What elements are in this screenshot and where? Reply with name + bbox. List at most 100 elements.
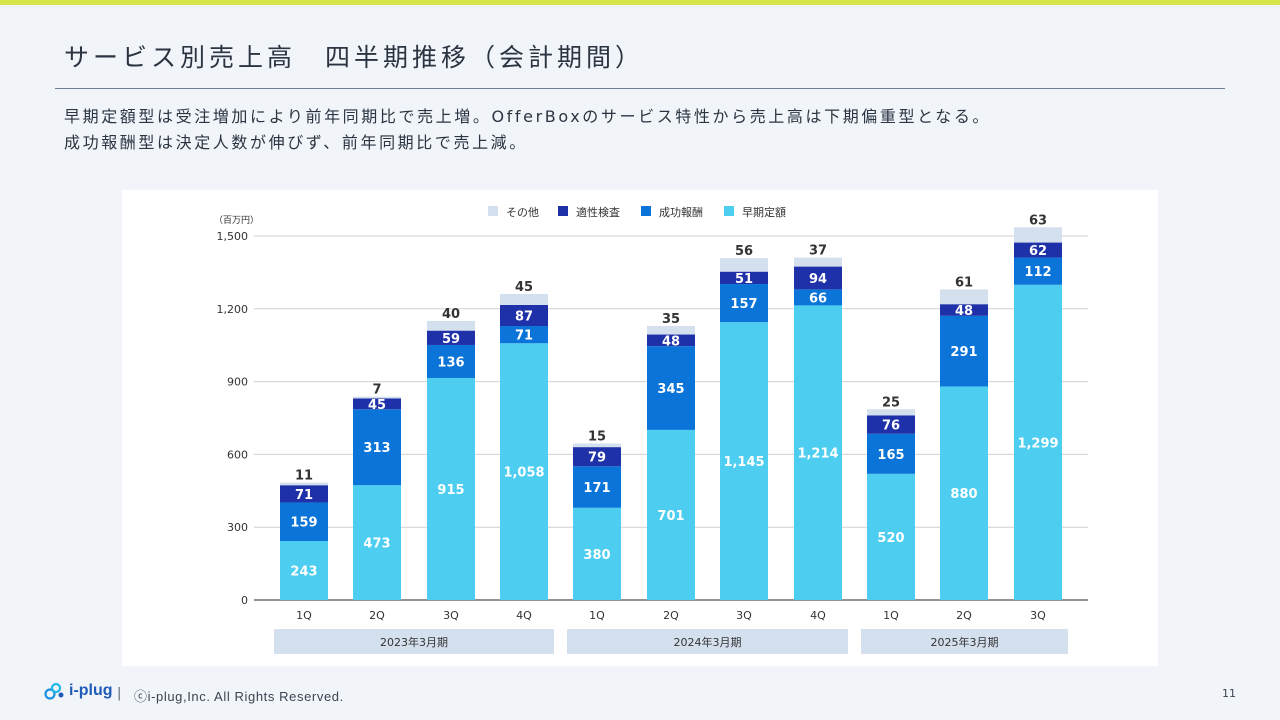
- footer-separator: |: [117, 686, 122, 701]
- copyright-text: ⓒi-plug,Inc. All Rights Reserved.: [134, 689, 344, 704]
- logo-text: i-plug: [69, 682, 113, 699]
- bar-segment: [280, 502, 328, 542]
- data-label: 35: [662, 312, 680, 327]
- bar-segment: [573, 507, 621, 600]
- bar-segment: [794, 305, 842, 600]
- bar-segment: [720, 284, 768, 323]
- legend-swatch: [724, 206, 734, 216]
- fiscal-year-label: 2025年3月期: [931, 635, 999, 649]
- data-label: 1,145: [723, 455, 764, 470]
- bar-segment: [427, 330, 475, 345]
- x-tick-label: 1Q: [589, 609, 605, 622]
- data-label: 1,299: [1017, 436, 1058, 451]
- x-tick-label: 2Q: [956, 609, 972, 622]
- bar-segment: [500, 293, 548, 305]
- data-label: 915: [437, 483, 464, 498]
- legend-label: 成功報酬: [659, 206, 703, 219]
- bar-segment: [427, 320, 475, 331]
- bar-segment: [500, 304, 548, 327]
- data-label: 520: [877, 531, 904, 546]
- data-label: 15: [588, 429, 606, 444]
- bar-segment: [867, 473, 915, 600]
- bar-segment: [573, 447, 621, 467]
- data-label: 48: [662, 334, 680, 349]
- accent-top-bar: [0, 0, 1280, 5]
- legend-label: 早期定額: [742, 205, 786, 219]
- bar-segment: [1014, 227, 1062, 243]
- fiscal-year-label: 2023年3月期: [380, 635, 448, 649]
- data-label: 157: [730, 297, 757, 312]
- legend-label: その他: [506, 206, 539, 219]
- bar-segment: [720, 322, 768, 600]
- footer-logo: i-plug: [44, 682, 113, 700]
- data-label: 380: [583, 548, 610, 563]
- bar-segment: [940, 304, 988, 316]
- bar-segment: [647, 334, 695, 347]
- y-tick-label: 300: [227, 521, 248, 534]
- legend-swatch: [558, 206, 568, 216]
- data-label: 71: [295, 488, 313, 503]
- data-label: 51: [735, 272, 753, 287]
- bar-segment: [353, 396, 401, 399]
- data-label: 159: [290, 516, 317, 531]
- data-label: 701: [657, 509, 684, 524]
- bar-segment: [940, 386, 988, 600]
- y-tick-label: 900: [227, 376, 248, 389]
- x-tick-label: 1Q: [883, 609, 899, 622]
- bar-segment: [280, 482, 328, 486]
- x-tick-label: 4Q: [810, 609, 826, 622]
- bar-segment: [867, 415, 915, 434]
- bar-segment: [1014, 257, 1062, 285]
- y-tick-label: 0: [241, 594, 248, 607]
- fiscal-year-box: [861, 629, 1068, 654]
- description-line-2: 成功報酬型は決定人数が伸びず、前年同期比で売上減。: [64, 133, 528, 152]
- bar-segment: [867, 409, 915, 416]
- bar-segment: [794, 257, 842, 267]
- x-tick-label: 2Q: [369, 609, 385, 622]
- bar-segment: [647, 346, 695, 430]
- data-label: 94: [809, 272, 827, 287]
- data-label: 11: [295, 469, 313, 484]
- data-label: 87: [515, 309, 533, 324]
- data-label: 40: [442, 307, 460, 322]
- bar-segment: [427, 377, 475, 600]
- bar-segment: [353, 398, 401, 410]
- data-label: 291: [950, 345, 977, 360]
- bar-segment: [720, 258, 768, 272]
- x-tick-label: 3Q: [443, 609, 459, 622]
- bar-segment: [427, 344, 475, 378]
- x-tick-label: 4Q: [516, 609, 532, 622]
- bar-segment: [280, 541, 328, 600]
- bar-segment: [647, 429, 695, 600]
- title-divider: [55, 88, 1225, 89]
- y-tick-label: 600: [227, 448, 248, 461]
- bar-segment: [353, 485, 401, 600]
- data-label: 880: [950, 487, 977, 502]
- data-label: 345: [657, 382, 684, 397]
- data-label: 136: [437, 355, 464, 370]
- data-label: 37: [809, 244, 827, 259]
- bar-segment: [500, 343, 548, 600]
- bar-segment: [794, 266, 842, 290]
- fiscal-year-label: 2024年3月期: [674, 635, 742, 649]
- data-label: 59: [442, 332, 460, 347]
- data-label: 7: [372, 383, 381, 398]
- data-label: 63: [1029, 213, 1047, 228]
- data-label: 45: [515, 280, 533, 295]
- data-label: 76: [882, 419, 900, 434]
- bar-segment: [500, 326, 548, 344]
- y-unit-label: （百万円）: [214, 215, 259, 226]
- x-tick-label: 3Q: [1030, 609, 1046, 622]
- i-plug-logo-icon: [44, 682, 64, 700]
- slide-title: サービス別売上高 四半期推移（会計期間）: [64, 43, 645, 72]
- legend-label: 適性検査: [576, 205, 620, 219]
- bar-segment: [573, 466, 621, 508]
- slide-description: 早期定額型は受注増加により前年同期比で売上増。OfferBoxのサービス特性から…: [64, 104, 991, 156]
- data-label: 62: [1029, 244, 1047, 259]
- x-tick-label: 1Q: [296, 609, 312, 622]
- data-label: 66: [809, 291, 827, 306]
- bar-segment: [720, 271, 768, 285]
- bar-segment: [573, 443, 621, 448]
- data-label: 171: [583, 481, 610, 496]
